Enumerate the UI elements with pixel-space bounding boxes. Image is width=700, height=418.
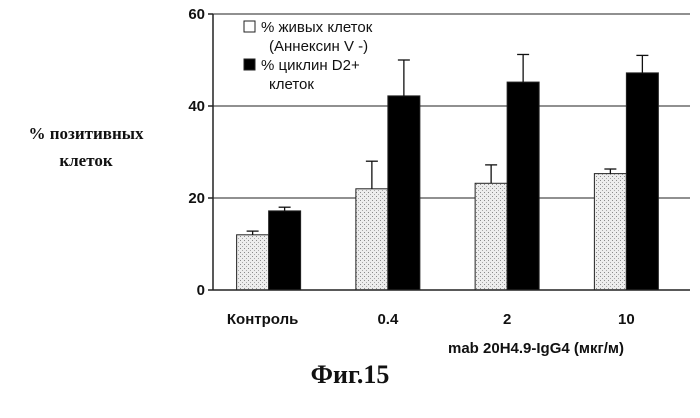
bar-series1-3 bbox=[594, 174, 626, 290]
x-category-label-2: 2 bbox=[503, 311, 511, 328]
figure-caption: Фиг.15 bbox=[0, 360, 700, 390]
x-category-label-3: 10 bbox=[618, 311, 635, 328]
y-axis-label-line-2: клеток bbox=[6, 147, 166, 174]
legend-label-series1-line1: % живых клеток bbox=[261, 19, 373, 36]
legend-label-series1-line2: (Аннексин V -) bbox=[269, 38, 368, 55]
legend-label-series2-line2: клеток bbox=[269, 76, 314, 93]
bar-series2-1 bbox=[388, 96, 420, 290]
legend-label-series2-line1: % циклин D2+ bbox=[261, 57, 360, 74]
y-tick-label-20: 20 bbox=[188, 190, 205, 207]
y-axis-label: % позитивных клеток bbox=[6, 120, 166, 174]
y-tick-label-60: 60 bbox=[188, 6, 205, 23]
y-tick-label-40: 40 bbox=[188, 98, 205, 115]
legend-swatch-series1 bbox=[244, 21, 255, 32]
x-axis-label: mab 20H4.9-IgG4 (мкг/м) bbox=[448, 340, 624, 357]
bar-series1-2 bbox=[475, 183, 507, 290]
y-axis-label-line-1: % позитивных bbox=[6, 120, 166, 147]
bar-series2-3 bbox=[626, 73, 658, 290]
x-category-label-0: Контроль bbox=[227, 311, 298, 328]
bar-series1-1 bbox=[356, 189, 388, 290]
bar-series2-0 bbox=[269, 211, 301, 290]
y-tick-label-0: 0 bbox=[197, 282, 205, 299]
legend-swatch-series2 bbox=[244, 59, 255, 70]
bar-series1-0 bbox=[237, 235, 269, 290]
bar-series2-2 bbox=[507, 82, 539, 290]
x-category-label-1: 0.4 bbox=[377, 311, 399, 328]
